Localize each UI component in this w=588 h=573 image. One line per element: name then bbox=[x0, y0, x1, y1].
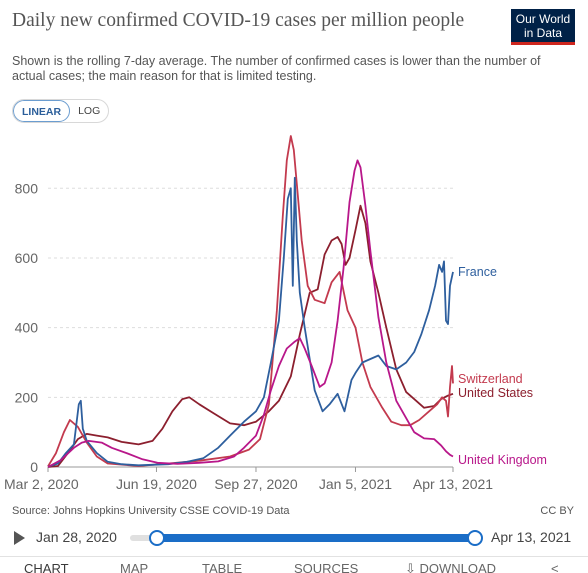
tab-table[interactable]: TABLE bbox=[202, 561, 243, 573]
share-icon[interactable]: < bbox=[551, 561, 559, 573]
series-end-label-switzerland: Switzerland bbox=[458, 372, 523, 386]
timeline-end-date: Apr 13, 2021 bbox=[491, 529, 572, 545]
x-tick-label: Mar 2, 2020 bbox=[4, 476, 79, 492]
owid-logo[interactable]: Our World in Data bbox=[511, 9, 575, 45]
chart-title: Daily new confirmed COVID-19 cases per m… bbox=[12, 10, 465, 31]
logo-line-2: in Data bbox=[523, 26, 563, 40]
chart-subtitle: Shown is the rolling 7-day average. The … bbox=[12, 54, 541, 83]
logo-line-1: Our World bbox=[515, 12, 571, 26]
timeline-end-handle[interactable] bbox=[467, 530, 483, 546]
tab-bar: CHART MAP TABLE SOURCES ⇩ DOWNLOAD < bbox=[0, 556, 588, 573]
tab-chart[interactable]: CHART bbox=[24, 561, 69, 573]
line-chart: 0 200 400 600 800 Mar 2, 2020 Jun 19, 2020 Sep … bbox=[4, 135, 547, 492]
series-line-france bbox=[47, 176, 454, 468]
scale-toggle: LINEAR LOG bbox=[12, 99, 110, 123]
timeline-selected-range bbox=[157, 534, 475, 542]
x-tick-label: Jun 19, 2020 bbox=[116, 476, 197, 492]
series-line-united-states bbox=[47, 204, 454, 468]
y-tick-label: 0 bbox=[30, 459, 38, 475]
tab-download-label: DOWNLOAD bbox=[419, 561, 497, 573]
series-end-label-united-kingdom: United Kingdom bbox=[458, 453, 547, 467]
log-scale-button[interactable]: LOG bbox=[78, 105, 101, 117]
license-label[interactable]: CC BY bbox=[540, 505, 574, 517]
y-tick-label: 200 bbox=[15, 389, 39, 405]
tab-download[interactable]: ⇩ DOWNLOAD bbox=[405, 561, 496, 573]
timeline: Jan 28, 2020 Apr 13, 2021 bbox=[0, 524, 588, 552]
y-tick-label: 600 bbox=[15, 250, 39, 266]
series-line-united-kingdom bbox=[47, 159, 454, 468]
source-note[interactable]: Source: Johns Hopkins University CSSE CO… bbox=[12, 505, 290, 517]
tab-sources[interactable]: SOURCES bbox=[294, 561, 359, 573]
timeline-start-date: Jan 28, 2020 bbox=[36, 529, 117, 545]
series-end-label-france: France bbox=[458, 265, 497, 279]
y-tick-label: 800 bbox=[15, 180, 39, 196]
timeline-start-handle[interactable] bbox=[149, 530, 165, 546]
x-tick-label: Apr 13, 2021 bbox=[413, 476, 493, 492]
series-line-switzerland bbox=[47, 135, 454, 467]
x-tick-label: Sep 27, 2020 bbox=[214, 476, 298, 492]
series-end-label-united-states: United States bbox=[458, 386, 533, 400]
x-tick-label: Jan 5, 2021 bbox=[319, 476, 392, 492]
linear-scale-button[interactable]: LINEAR bbox=[13, 100, 71, 122]
download-icon: ⇩ bbox=[405, 561, 420, 573]
play-icon[interactable] bbox=[14, 531, 25, 545]
tab-map[interactable]: MAP bbox=[120, 561, 149, 573]
y-tick-label: 400 bbox=[15, 320, 39, 336]
